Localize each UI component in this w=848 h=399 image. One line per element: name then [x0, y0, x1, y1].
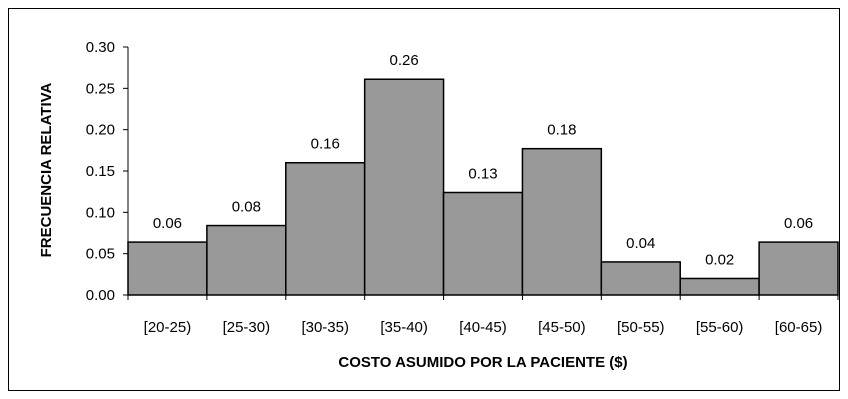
bar-3	[363, 78, 445, 296]
labels-layer: 0.06 [20-25) 0.08 [25-30) 0.16 [30-35) 0.26 [35…	[86, 39, 823, 336]
bar-1	[206, 224, 287, 296]
x-tick-label-2: [30-35)	[301, 319, 349, 336]
x-tick-label-4: [40-45)	[459, 319, 507, 336]
bar-7	[679, 277, 760, 296]
bar-4	[442, 191, 524, 296]
data-label-2: 0.16	[311, 136, 340, 153]
x-axis-title: COSTO ASUMIDO POR LA PACIENTE ($)	[338, 354, 627, 371]
y-tick-label-1: 0.05	[86, 246, 115, 263]
y-tick-label-4: 0.20	[86, 122, 115, 139]
data-label-6: 0.04	[626, 235, 655, 252]
x-tick-label-7: [55-60)	[696, 319, 744, 336]
axes-layer	[123, 46, 839, 300]
x-tick-label-1: [25-30)	[223, 319, 271, 336]
y-tick-label-2: 0.10	[86, 204, 115, 221]
y-tick-label-6: 0.30	[86, 39, 115, 56]
x-tick-label-6: [50-55)	[617, 319, 665, 336]
y-tick-label-3: 0.15	[86, 163, 115, 180]
y-axis-title: FRECUENCIA RELATIVA	[38, 82, 55, 257]
y-tick-label-0: 0.00	[86, 287, 115, 304]
data-label-3: 0.26	[390, 52, 419, 69]
data-label-8: 0.06	[784, 215, 813, 232]
x-tick-label-0: [20-25)	[144, 319, 192, 336]
x-tick-label-5: [45-50)	[538, 319, 586, 336]
data-label-4: 0.13	[468, 165, 497, 182]
bar-6	[600, 261, 681, 296]
data-label-1: 0.08	[232, 199, 261, 216]
data-label-5: 0.18	[547, 122, 576, 139]
x-tick-label-3: [35-40)	[380, 319, 428, 336]
x-tick-label-8: [60-65)	[775, 319, 823, 336]
y-tick-label-5: 0.25	[86, 80, 115, 97]
data-label-7: 0.02	[705, 251, 734, 268]
data-label-0: 0.06	[153, 215, 182, 232]
bar-8	[758, 241, 839, 296]
bar-2	[285, 161, 366, 296]
bar-0	[127, 241, 208, 296]
bars-layer	[127, 78, 839, 296]
bar-5	[521, 147, 603, 296]
